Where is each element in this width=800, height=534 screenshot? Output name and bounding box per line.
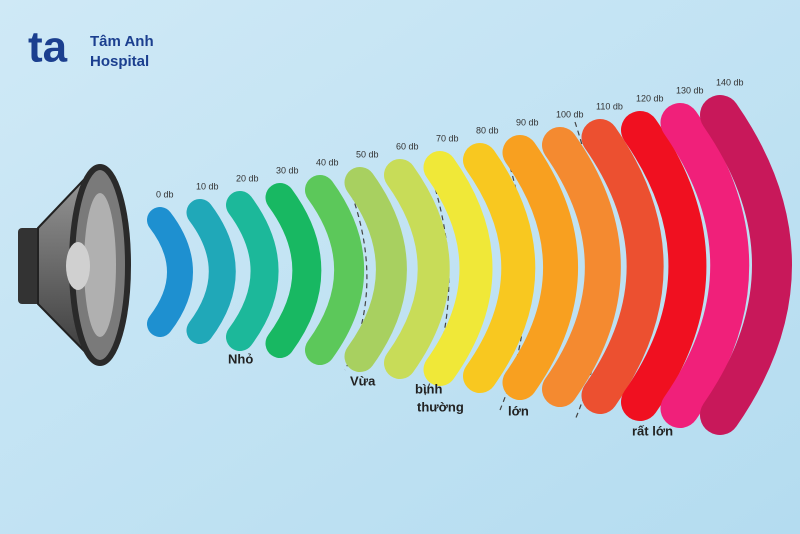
sound-arc — [305, 175, 365, 365]
speaker-dome — [66, 242, 90, 290]
db-label: 60 db — [396, 141, 419, 151]
speaker-magnet — [18, 228, 42, 304]
db-label: 100 db — [556, 109, 584, 119]
sound-arc — [542, 127, 621, 407]
sound-arc — [502, 135, 578, 400]
sound-arc — [147, 207, 193, 337]
sound-arc — [660, 103, 750, 428]
group-label: rất lớn — [632, 423, 673, 438]
sound-arc — [265, 183, 322, 358]
db-label: 70 db — [436, 133, 459, 143]
sound-arc — [384, 159, 450, 379]
sound-arc — [700, 95, 792, 435]
db-label: 80 db — [476, 125, 499, 135]
group-label: Nhỏ — [228, 351, 253, 366]
logo-mark: ta — [28, 23, 68, 72]
sound-arc — [186, 199, 236, 344]
db-label: 110 db — [596, 101, 623, 111]
db-label: 20 db — [236, 173, 259, 183]
db-label: 120 db — [636, 93, 664, 103]
speaker-inner — [84, 193, 116, 337]
sound-arc — [423, 151, 493, 386]
group-label: Vừa — [350, 373, 376, 388]
db-label: 90 db — [516, 117, 539, 127]
db-label: 0 db — [156, 189, 174, 199]
db-label: 140 db — [716, 77, 744, 87]
separator — [344, 194, 368, 371]
speaker — [18, 164, 131, 366]
logo-name: Hospital — [90, 53, 149, 70]
db-label: 10 db — [196, 181, 219, 191]
db-label: 130 db — [676, 85, 704, 95]
group-label: bình — [415, 381, 442, 396]
db-label: 40 db — [316, 157, 339, 167]
sound-arc — [463, 143, 536, 393]
db-label: 30 db — [276, 165, 299, 175]
sound-arc — [226, 191, 279, 351]
db-label: 50 db — [356, 149, 379, 159]
sound-arc — [621, 111, 707, 421]
sound-arc — [581, 119, 664, 414]
group-label: thường — [417, 399, 464, 414]
group-label: lớn — [508, 403, 529, 418]
sound-arc — [344, 167, 407, 372]
logo-name: Tâm Anh — [90, 33, 154, 50]
